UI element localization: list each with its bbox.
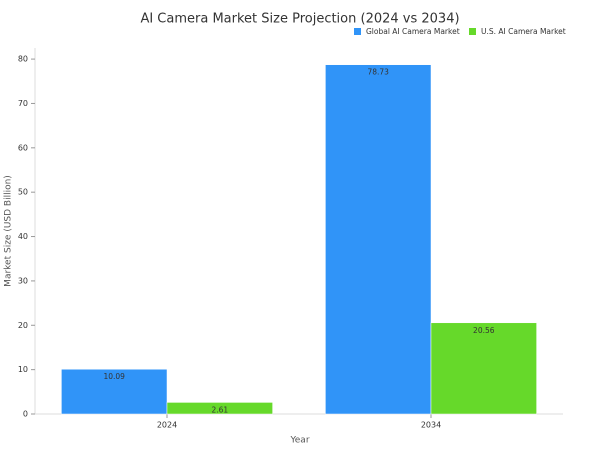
- chart-title: AI Camera Market Size Projection (2024 v…: [140, 12, 459, 27]
- legend-swatch: [469, 28, 476, 35]
- bar: [325, 64, 432, 415]
- y-tick-label: 20: [18, 321, 28, 330]
- y-axis-label: Market Size (USD Billion): [4, 175, 14, 287]
- legend-swatch: [354, 28, 361, 35]
- y-tick-label: 80: [18, 55, 28, 64]
- y-tick-label: 60: [18, 143, 28, 152]
- bar: [430, 322, 537, 415]
- bar: [166, 402, 273, 415]
- data-label: 2.61: [211, 405, 228, 414]
- x-axis-label: Year: [289, 436, 309, 446]
- y-tick-label: 40: [18, 232, 28, 241]
- legend-label: Global AI Camera Market: [366, 27, 460, 36]
- x-tick-label: 2034: [421, 421, 441, 430]
- y-tick-label: 50: [18, 188, 28, 197]
- data-label: 20.56: [473, 326, 495, 335]
- y-tick-label: 30: [18, 276, 28, 285]
- y-tick-label: 0: [23, 410, 28, 419]
- y-tick-label: 70: [18, 99, 28, 108]
- data-label: 78.73: [367, 68, 389, 77]
- legend-label: U.S. AI Camera Market: [481, 27, 566, 36]
- x-tick-label: 2024: [157, 421, 177, 430]
- bar: [61, 368, 168, 415]
- data-label: 10.09: [103, 372, 125, 381]
- y-tick-label: 10: [18, 365, 28, 374]
